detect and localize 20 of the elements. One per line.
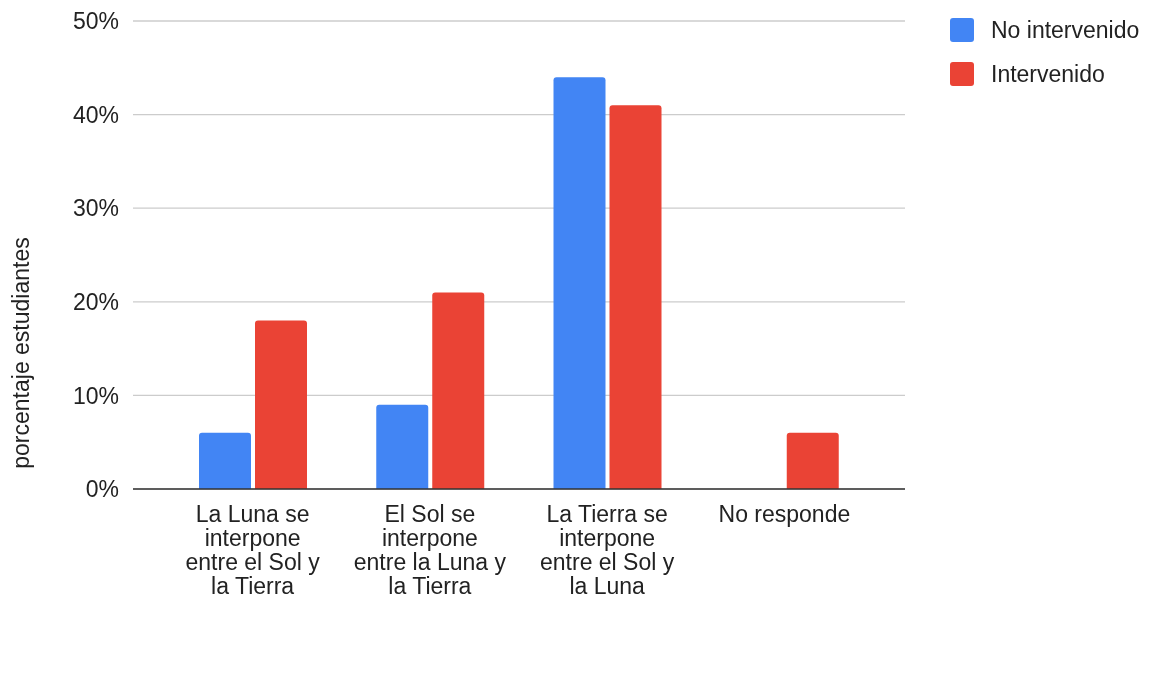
bar (553, 77, 606, 489)
bar (199, 432, 251, 489)
y-tick-label: 50% (72, 8, 119, 35)
bar (376, 404, 429, 489)
x-tick-label: No responde (718, 501, 851, 527)
y-tick-label: 10% (72, 382, 119, 409)
bar (432, 292, 485, 489)
y-tick-label: 40% (72, 101, 119, 128)
x-tick-label: El Sol se interpone entre la Luna y la Tierra (353, 501, 507, 599)
y-axis-title: porcentaje estudiantes (8, 237, 34, 469)
y-tick-label: 0% (85, 476, 119, 503)
bar (609, 105, 662, 489)
x-tick-label: La Tierra se interpone entre el Sol y la Luna (540, 501, 675, 599)
y-tick-label: 20% (72, 288, 119, 315)
bar (255, 320, 307, 489)
bar (786, 432, 839, 489)
legend-label: Intervenido (991, 60, 1105, 88)
x-tick-label: La Luna se interpone entre el Sol y la Tierra (185, 501, 321, 599)
legend-label: No intervenido (991, 16, 1140, 44)
y-tick-label: 30% (72, 195, 119, 222)
